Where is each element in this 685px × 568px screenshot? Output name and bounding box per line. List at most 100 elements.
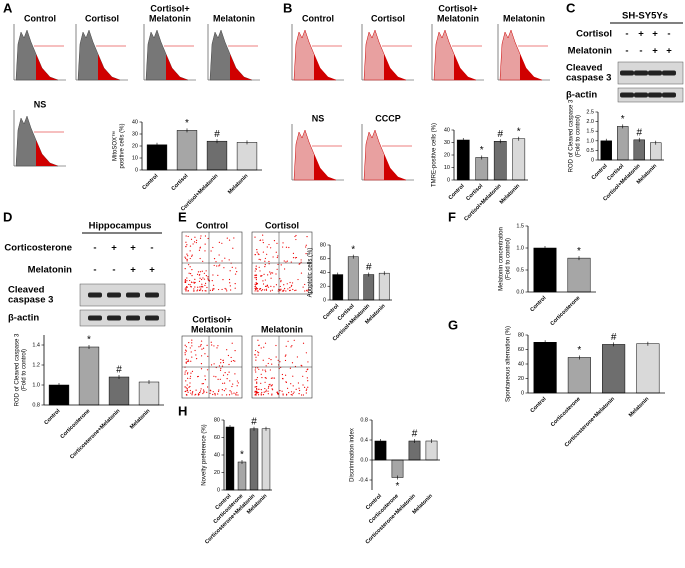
cell-dot	[218, 241, 220, 243]
significance: #	[412, 429, 418, 440]
histogram-gate	[384, 154, 406, 180]
cell-dot	[280, 279, 282, 282]
cell-dot	[266, 246, 268, 248]
cell-dot	[203, 390, 205, 392]
cell-dot	[259, 259, 262, 261]
cell-dot	[283, 268, 286, 270]
cell-dot	[267, 387, 270, 389]
cell-dot	[222, 382, 224, 384]
y-tick-label: 0	[521, 390, 524, 396]
cell-dot	[294, 257, 297, 259]
cell-dot	[282, 394, 284, 396]
cell-dot	[191, 339, 193, 341]
cell-dot	[298, 392, 300, 395]
cell-dot	[260, 389, 262, 391]
y-axis-label: Apoptotic cells (%)	[308, 248, 314, 298]
y-tick-label: 0.5	[586, 148, 594, 154]
blot	[79, 283, 166, 307]
x-tick-label: Control	[529, 295, 547, 313]
cell-dot	[191, 281, 193, 284]
cell-dot	[280, 288, 282, 290]
cell-dot	[286, 393, 288, 395]
significance: #	[214, 129, 220, 140]
cell-dot	[276, 268, 278, 270]
cell-dot	[265, 371, 267, 373]
cell-dot	[226, 378, 228, 380]
cell-dot	[186, 280, 188, 282]
cell-dot	[186, 260, 188, 262]
cell-dot	[185, 370, 187, 372]
cell-dot	[285, 345, 287, 347]
cell-dot	[188, 283, 190, 286]
sign: +	[638, 29, 644, 40]
cell-dot	[217, 390, 220, 392]
cell-dot	[281, 290, 284, 292]
cell-dot	[256, 390, 258, 392]
cell-dot	[200, 355, 203, 357]
sign: +	[666, 46, 672, 57]
cell-dot	[271, 363, 273, 365]
cell-dot	[305, 244, 307, 246]
cell-dot	[186, 244, 188, 246]
cell-dot	[216, 347, 218, 349]
significance: #	[611, 332, 617, 343]
cell-dot	[189, 382, 191, 384]
cell-dot	[290, 346, 292, 348]
y-tick-label: 40	[214, 452, 220, 458]
cell-dot	[257, 351, 259, 353]
cell-dot	[255, 277, 257, 279]
cell-dot	[272, 256, 274, 258]
cell-dot	[302, 286, 304, 288]
band	[145, 292, 159, 298]
y-axis-label: MitoSOX™	[112, 131, 119, 161]
y-axis-label: Discrimination index	[350, 428, 356, 482]
significance: *	[87, 335, 91, 346]
cell-dot	[254, 379, 256, 381]
cell-dot	[190, 351, 192, 353]
cell-dot	[270, 377, 272, 379]
cell-dot	[254, 283, 256, 285]
cell-dot	[193, 282, 195, 284]
y-axis-label: TMRE-positive cells (%)	[432, 123, 438, 187]
y-axis-label: (Fold to control)	[506, 238, 512, 280]
cell-dot	[271, 388, 273, 390]
cell-dot	[200, 368, 203, 370]
cell-dot	[226, 349, 228, 351]
cell-dot	[256, 251, 258, 253]
cell-dot	[234, 350, 236, 352]
cell-dot	[185, 289, 187, 292]
cell-dot	[258, 266, 260, 268]
cell-dot	[227, 374, 229, 376]
cell-dot	[234, 273, 237, 275]
cell-dot	[197, 286, 199, 288]
cell-dot	[255, 274, 257, 276]
significance: #	[116, 365, 122, 376]
cell-dot	[261, 274, 263, 277]
cell-dot	[184, 256, 186, 258]
cell-dot	[187, 377, 189, 379]
y-tick-label: 0	[447, 177, 450, 183]
cell-dot	[289, 367, 291, 369]
cell-dot	[282, 242, 284, 244]
cell-dot	[210, 390, 212, 392]
y-tick-label: 40	[132, 119, 138, 125]
cell-dot	[279, 389, 281, 392]
cell-dot	[265, 288, 267, 290]
cell-dot	[262, 241, 264, 244]
y-axis-label: positive cells (%)	[120, 123, 126, 168]
cell-dot	[270, 385, 272, 387]
y-tick-label: 40	[444, 127, 450, 133]
cell-dot	[184, 279, 187, 281]
y-tick-label: 2.5	[586, 109, 594, 115]
cell-dot	[184, 354, 186, 356]
histogram	[15, 29, 59, 81]
cell-dot	[197, 289, 199, 291]
cell-dot	[209, 289, 211, 291]
cell-dot	[198, 346, 200, 348]
cell-dot	[233, 237, 235, 239]
cell-dot	[256, 381, 258, 383]
cell-dot	[202, 392, 204, 395]
cell-dot	[184, 268, 186, 270]
cell-dot	[299, 389, 301, 392]
